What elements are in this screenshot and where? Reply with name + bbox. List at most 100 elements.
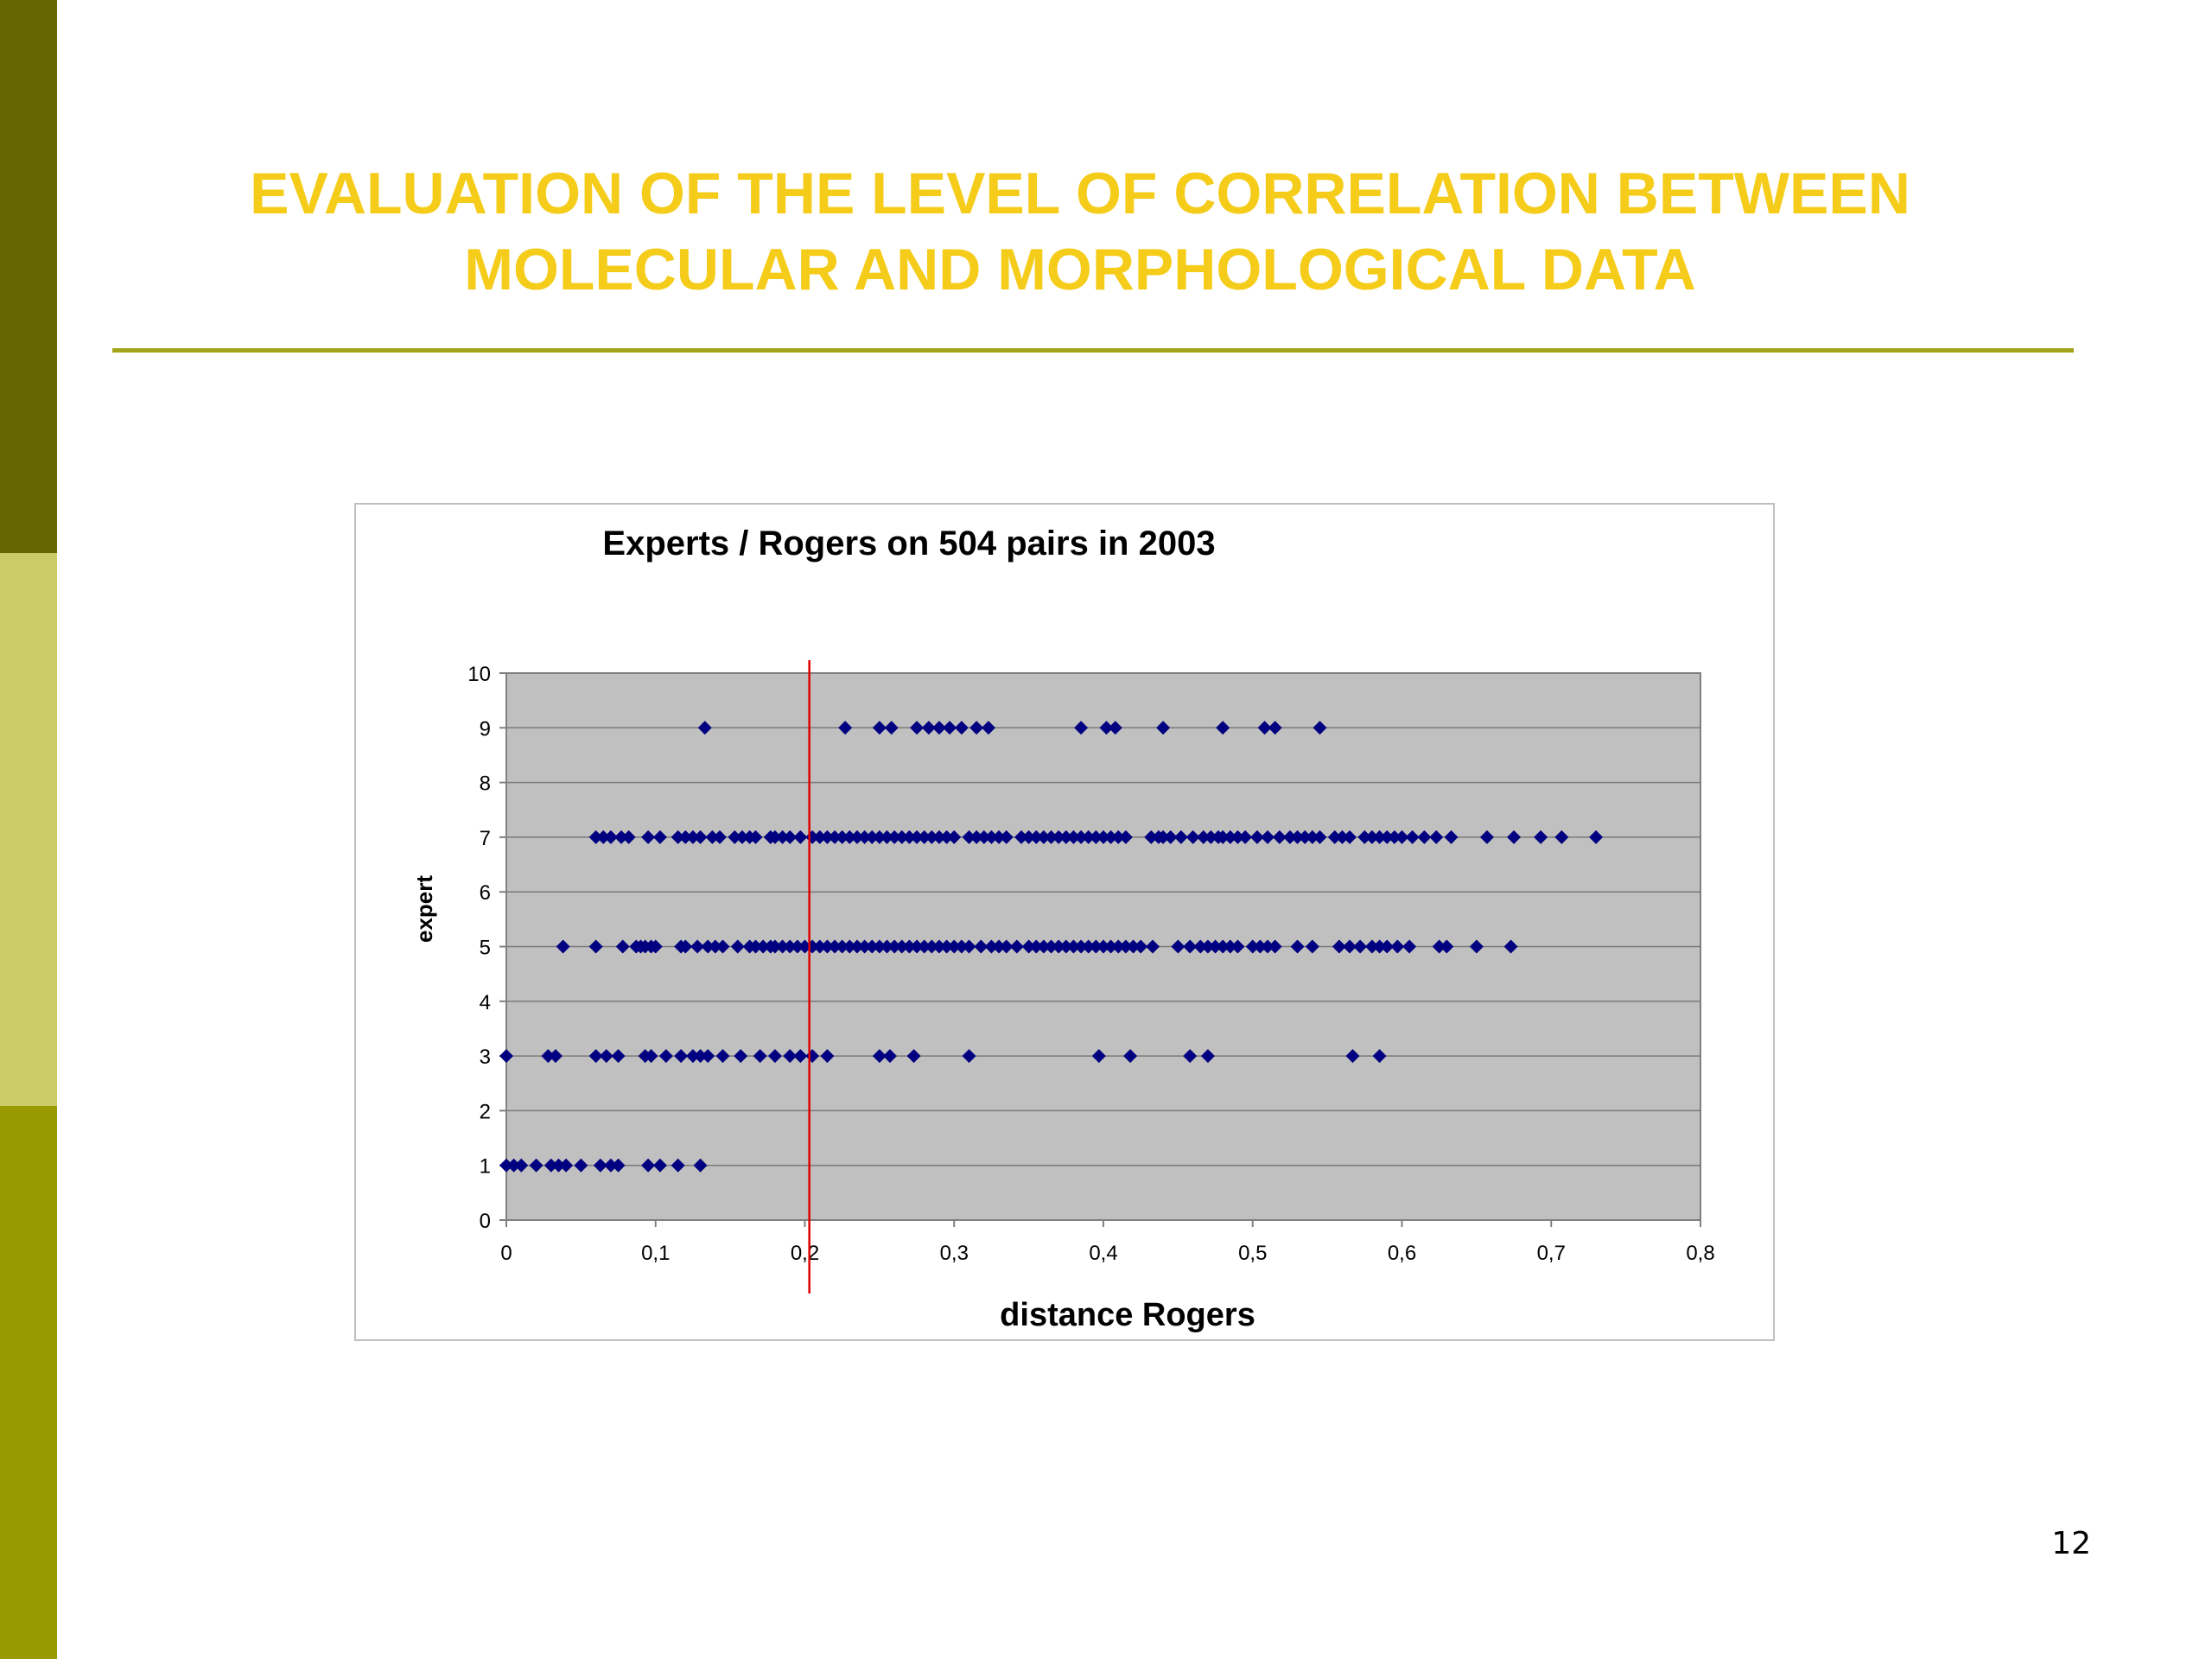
data-point — [1268, 721, 1282, 735]
data-point — [820, 939, 835, 954]
data-point — [671, 1158, 685, 1173]
data-point — [984, 830, 999, 844]
data-point — [842, 830, 857, 844]
page-number: 12 — [2051, 1526, 2091, 1561]
data-point — [1268, 939, 1282, 954]
data-point — [1118, 830, 1133, 844]
data-point — [588, 1049, 603, 1064]
data-point — [872, 830, 887, 844]
data-point — [1305, 830, 1319, 844]
data-point — [939, 939, 954, 954]
data-point — [1417, 830, 1432, 844]
data-point — [499, 1158, 513, 1173]
data-point — [828, 939, 842, 954]
data-point — [882, 1049, 897, 1064]
data-point — [917, 830, 931, 844]
data-point — [1298, 830, 1313, 844]
data-point — [1089, 939, 1103, 954]
data-point — [1343, 830, 1357, 844]
data-point — [1534, 830, 1548, 844]
data-point — [838, 721, 853, 735]
data-point — [910, 721, 925, 735]
data-point — [705, 830, 720, 844]
y-tick-label: 10 — [467, 663, 491, 686]
data-point — [1021, 830, 1036, 844]
data-point — [1066, 830, 1081, 844]
title-divider — [112, 348, 2074, 353]
data-point — [969, 721, 984, 735]
data-point — [828, 830, 842, 844]
data-point — [1021, 939, 1036, 954]
data-point — [693, 1049, 708, 1064]
data-point — [1204, 830, 1218, 844]
data-point — [783, 830, 798, 844]
data-point — [1444, 830, 1459, 844]
data-point — [880, 830, 894, 844]
data-point — [1272, 830, 1287, 844]
data-point — [906, 1049, 921, 1064]
data-point — [1074, 830, 1089, 844]
data-point — [1196, 830, 1211, 844]
data-point — [880, 939, 894, 954]
data-point — [969, 830, 984, 844]
data-point — [1313, 830, 1327, 844]
data-point — [1390, 939, 1405, 954]
data-point — [701, 939, 715, 954]
data-point — [506, 1158, 521, 1173]
data-point — [775, 830, 790, 844]
scatter-chart: Experts / Rogers on 504 pairs in 2003 0 1… — [411, 524, 1715, 1333]
data-point — [1183, 1049, 1198, 1064]
data-point — [1103, 939, 1118, 954]
data-point — [1479, 830, 1494, 844]
data-point — [767, 830, 782, 844]
data-point — [1249, 830, 1264, 844]
data-point — [872, 939, 887, 954]
data-point — [588, 939, 603, 954]
slide-title: EVALUATION OF THE LEVEL OF CORRELATION B… — [112, 156, 2048, 308]
x-tick-label: 0,3 — [940, 1242, 969, 1265]
data-point — [1253, 939, 1268, 954]
data-point — [1091, 1049, 1106, 1064]
data-point — [1305, 939, 1319, 954]
data-point — [884, 721, 899, 735]
data-point — [1200, 1049, 1215, 1064]
data-point — [1345, 1049, 1360, 1064]
data-point — [748, 939, 763, 954]
data-point — [1108, 721, 1122, 735]
data-point — [1081, 830, 1096, 844]
side-band-middle — [0, 553, 57, 1106]
data-point — [678, 830, 693, 844]
data-point — [775, 939, 790, 954]
data-point — [962, 939, 976, 954]
side-band-top — [0, 0, 57, 553]
data-point — [1126, 939, 1141, 954]
data-point — [1216, 830, 1230, 844]
plot-area: 0 1 2 3 4 5 6 7 8 9 10 0 0,1 0,2 0,3 0,4 0,5 0,6 0,7 0,8 — [467, 660, 1715, 1294]
data-point — [734, 1049, 748, 1064]
data-point — [1261, 939, 1275, 954]
data-point — [1111, 939, 1126, 954]
data-point — [925, 830, 939, 844]
y-tick-label: 4 — [480, 991, 491, 1014]
data-point — [1380, 939, 1395, 954]
data-point — [1589, 830, 1604, 844]
data-point — [1123, 1049, 1138, 1064]
data-point — [1096, 939, 1110, 954]
data-point — [1216, 939, 1230, 954]
data-point — [999, 939, 1014, 954]
data-point — [1144, 830, 1159, 844]
data-point — [1245, 939, 1260, 954]
data-point — [1372, 939, 1387, 954]
data-point — [499, 1049, 513, 1064]
data-point — [835, 830, 849, 844]
data-point — [1058, 939, 1073, 954]
data-point — [1261, 830, 1275, 844]
data-point — [1044, 830, 1058, 844]
data-point — [1036, 939, 1051, 954]
data-point — [549, 1049, 563, 1064]
data-point — [1009, 939, 1024, 954]
data-point — [1074, 721, 1089, 735]
data-point — [820, 1049, 835, 1064]
data-point — [872, 1049, 887, 1064]
